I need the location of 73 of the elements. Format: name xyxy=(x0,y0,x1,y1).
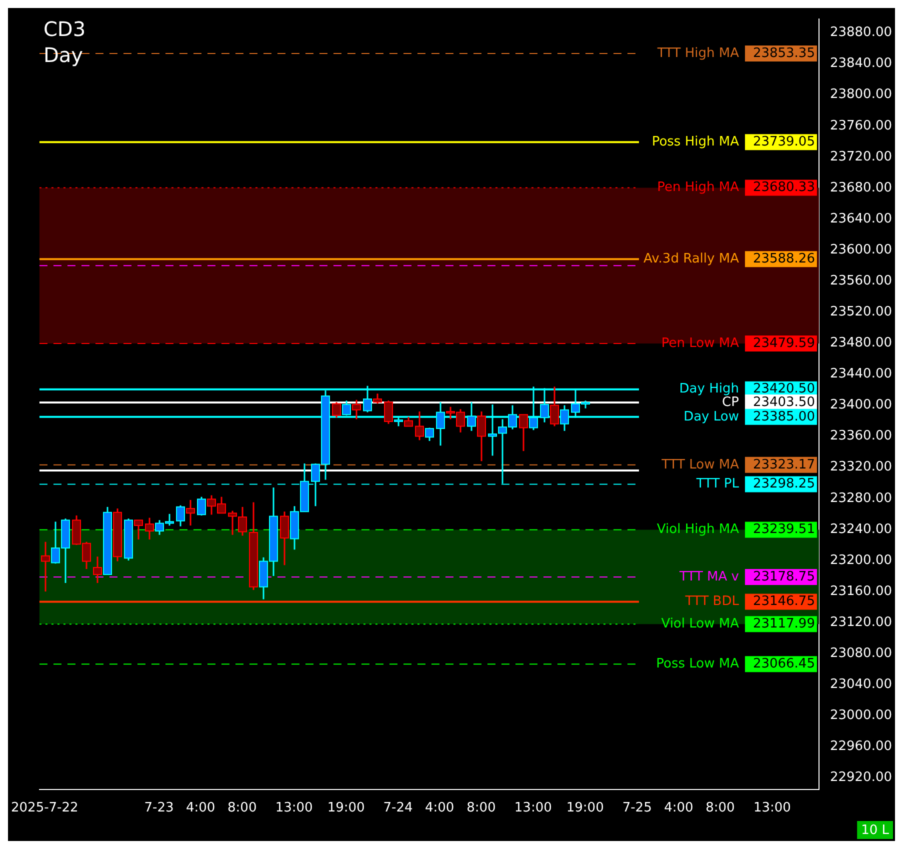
y-tick-label: 23360.00 xyxy=(830,428,892,444)
x-tick-label: 13:00 xyxy=(753,800,791,816)
y-tick-label: 23160.00 xyxy=(830,584,892,599)
ref-line-label: Viol Low MA xyxy=(661,616,740,632)
y-tick-label: 23400.00 xyxy=(830,398,892,413)
annotation: 23403.50 xyxy=(752,394,815,410)
annotation: 23146.75 xyxy=(752,594,815,610)
y-tick-label: 23800.00 xyxy=(830,87,892,102)
ref-line-label: Day Low xyxy=(684,409,740,424)
y-tick-label: 23000.00 xyxy=(830,708,892,724)
text: Day xyxy=(43,43,84,68)
ref-line-label: Poss High MA xyxy=(652,134,740,150)
y-tick-label: 23520.00 xyxy=(830,304,892,320)
x-tick-label: 19:00 xyxy=(566,800,604,816)
y-tick-label: 23880.00 xyxy=(830,25,892,40)
x-tick-label: 4:00 xyxy=(425,800,454,816)
y-tick-label: 23040.00 xyxy=(830,677,892,692)
y-tick-label: 23760.00 xyxy=(830,118,892,134)
ref-line-label: TTT MA v xyxy=(678,569,740,584)
annotation: 23588.26 xyxy=(752,252,815,267)
text: 10 L xyxy=(861,822,890,838)
x-tick-label: 7-25 xyxy=(622,800,652,816)
y-tick-label: 23200.00 xyxy=(830,552,892,568)
annotation: 23066.45 xyxy=(752,656,815,672)
y-tick-label: 23320.00 xyxy=(830,460,892,475)
y-tick-label: 23280.00 xyxy=(830,490,892,506)
x-tick-label: 4:00 xyxy=(186,800,216,816)
ref-line-label: Poss Low MA xyxy=(656,656,740,672)
y-tick-label: 22960.00 xyxy=(830,739,892,754)
x-tick-label: 19:00 xyxy=(327,800,365,816)
y-tick-label: 23680.00 xyxy=(830,180,892,196)
annotation: 23420.50 xyxy=(752,382,815,397)
x-tick-label: 13:00 xyxy=(275,800,313,816)
ref-line-label: Pen Low MA xyxy=(661,336,740,351)
y-tick-label: 23080.00 xyxy=(830,646,892,661)
ref-line-label: TTT Low MA xyxy=(660,457,740,472)
x-tick-label: 4:00 xyxy=(664,800,694,816)
ref-line-label: Viol High MA xyxy=(656,522,740,538)
y-tick-label: 23560.00 xyxy=(830,273,892,288)
y-tick-label: 23840.00 xyxy=(830,56,892,72)
x-tick-label: 7-24 xyxy=(383,800,413,816)
x-tick-label: 8:00 xyxy=(466,800,496,816)
ref-line-label: Day High xyxy=(679,382,739,397)
chart-title: CD3 xyxy=(43,17,86,42)
y-tick-label: 23440.00 xyxy=(830,366,892,382)
annotation: 23853.35 xyxy=(752,46,815,61)
annotation: 23680.33 xyxy=(752,180,815,196)
y-tick-label: 23480.00 xyxy=(830,336,892,351)
y-tick-label: 23240.00 xyxy=(830,522,892,537)
x-tick-label: 8:00 xyxy=(706,800,735,816)
annotation: 23479.59 xyxy=(752,336,815,351)
annotation: 23739.05 xyxy=(752,134,815,150)
y-tick-label: 22920.00 xyxy=(830,770,892,786)
y-tick-label: 23720.00 xyxy=(830,149,892,164)
ref-line-label: Av.3d Rally MA xyxy=(643,252,740,267)
annotation: 23117.99 xyxy=(752,616,815,632)
ref-line-label: CP xyxy=(722,394,740,410)
x-tick-label: 13:00 xyxy=(514,800,552,816)
y-tick-label: 23120.00 xyxy=(830,614,892,630)
ref-line-label: TTT PL xyxy=(695,476,740,492)
annotation: 23323.17 xyxy=(752,457,815,472)
annotation: 23298.25 xyxy=(752,476,815,492)
y-tick-label: 23600.00 xyxy=(830,242,892,258)
x-tick-label: 8:00 xyxy=(228,800,257,816)
ref-line-label: Pen High MA xyxy=(657,180,740,196)
y-tick-label: 23640.00 xyxy=(830,211,892,226)
annotation: 23239.51 xyxy=(752,522,815,538)
ref-line-label: TTT BDL xyxy=(684,594,740,610)
x-tick-label: 7-23 xyxy=(144,800,174,816)
x-tick-label: 2025-7-22 xyxy=(11,800,78,816)
annotation: 23385.00 xyxy=(752,409,815,424)
annotation: 23178.75 xyxy=(752,569,815,584)
ref-line-label: TTT High MA xyxy=(656,46,740,61)
